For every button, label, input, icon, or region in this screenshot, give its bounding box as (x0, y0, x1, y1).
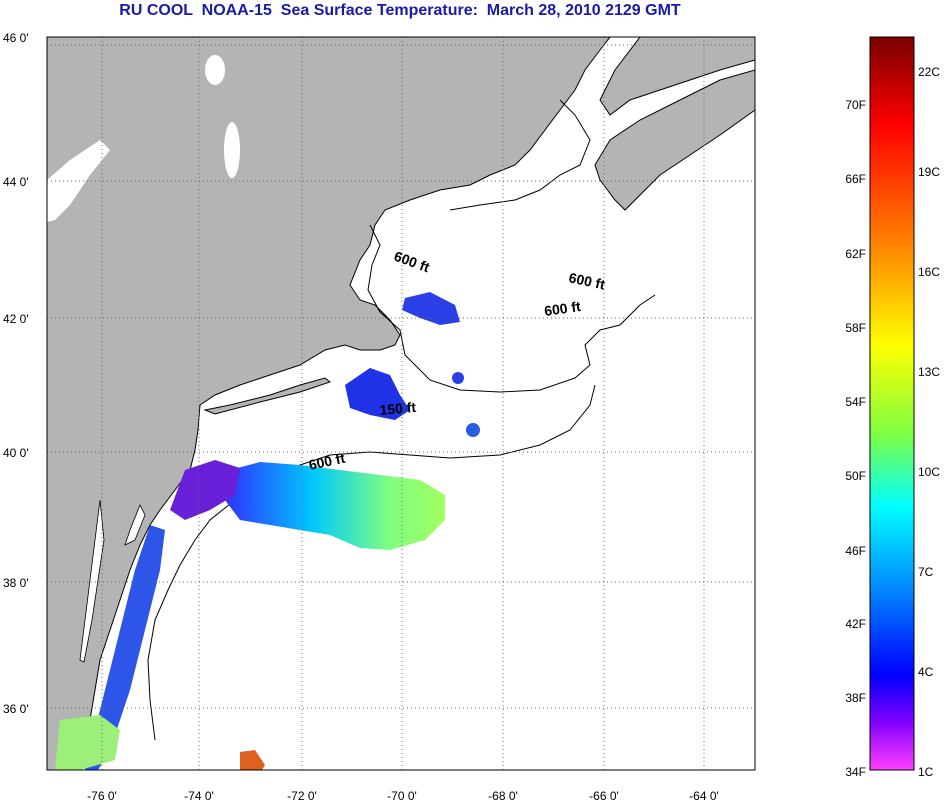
colorbar-c-label: 10C (918, 465, 940, 479)
lat-tick-label: 46 0' (3, 31, 29, 45)
lat-tick-label: 38 0' (3, 576, 29, 590)
colorbar-f-label: 54F (845, 395, 866, 409)
lat-tick-label: 36 0' (3, 702, 29, 716)
lat-tick-label: 42 0' (3, 312, 29, 326)
sst-patch-nj-purple (170, 460, 240, 520)
colorbar-f-label: 38F (845, 691, 866, 705)
sst-patch-warm (240, 750, 265, 770)
colorbar-f-label: 62F (845, 247, 866, 261)
colorbar-f-label: 58F (845, 321, 866, 335)
sst-patch-shelf-north (402, 292, 460, 325)
colorbar-f-label: 50F (845, 469, 866, 483)
lon-tick-label: -66 0' (589, 789, 619, 803)
land-long-island (203, 377, 332, 415)
colorbar-c-label: 13C (918, 365, 940, 379)
colorbar-c-label: 19C (918, 165, 940, 179)
lake (224, 122, 240, 178)
lon-tick-label: -68 0' (488, 789, 518, 803)
colorbar-f-label: 66F (845, 172, 866, 186)
map-frame (46, 36, 756, 771)
sst-patch-coastal (85, 525, 165, 770)
sst-patches (55, 292, 480, 770)
lon-tick-label: -70 0' (387, 789, 417, 803)
map-panel: 600 ft 600 ft 600 ft 150 ft 600 ft (47, 37, 755, 770)
colorbar-f-label: 70F (845, 98, 866, 112)
sst-patch-small (452, 372, 464, 384)
lat-tick-label: 44 0' (3, 175, 29, 189)
lake (205, 55, 225, 85)
contour-label: 600 ft (307, 450, 346, 473)
colorbar-f-label: 46F (845, 544, 866, 558)
sst-patch-georges (345, 368, 410, 420)
lake (47, 140, 110, 222)
colorbar-c-label: 7C (918, 565, 934, 579)
lon-tick-label: -74 0' (184, 789, 214, 803)
temperature-colorbar: 70F 66F 62F 58F 54F 50F 46F 42F 38F 34F … (845, 36, 940, 779)
land-new-brunswick (599, 37, 755, 116)
contour-label: 150 ft (379, 399, 417, 418)
land-nova-scotia (594, 69, 755, 211)
sst-patch-gulf-stream (225, 462, 445, 550)
lon-tick-label: -72 0' (287, 789, 317, 803)
lon-tick-label: -64 0' (689, 789, 719, 803)
lon-tick-label: -76 0' (87, 789, 117, 803)
map-title: RU COOL NOAA-15 Sea Surface Temperature:… (119, 2, 681, 19)
lat-tick-label: 40 0' (3, 446, 29, 460)
colorbar-f-label: 42F (845, 617, 866, 631)
chesapeake-bay (79, 499, 105, 663)
colorbar-f-label: 34F (845, 765, 866, 779)
delaware-bay (124, 504, 146, 546)
colorbar-c-label: 16C (918, 265, 940, 279)
colorbar-c-label: 4C (918, 665, 934, 679)
colorbar-gradient (869, 36, 915, 771)
contour-label: 600 ft (567, 269, 606, 292)
sst-patch-small (466, 423, 480, 437)
colorbar-c-label: 1C (918, 765, 934, 779)
colorbar-c-label: 22C (918, 65, 940, 79)
longitude-axis: -76 0' -74 0' -72 0' -70 0' -68 0' -66 0… (87, 789, 719, 803)
latitude-axis: 46 0' 44 0' 42 0' 40 0' 38 0' 36 0' (3, 31, 29, 716)
contour-label: 600 ft (543, 298, 582, 319)
land-mainland (47, 37, 611, 770)
sst-patch-south (55, 715, 120, 770)
